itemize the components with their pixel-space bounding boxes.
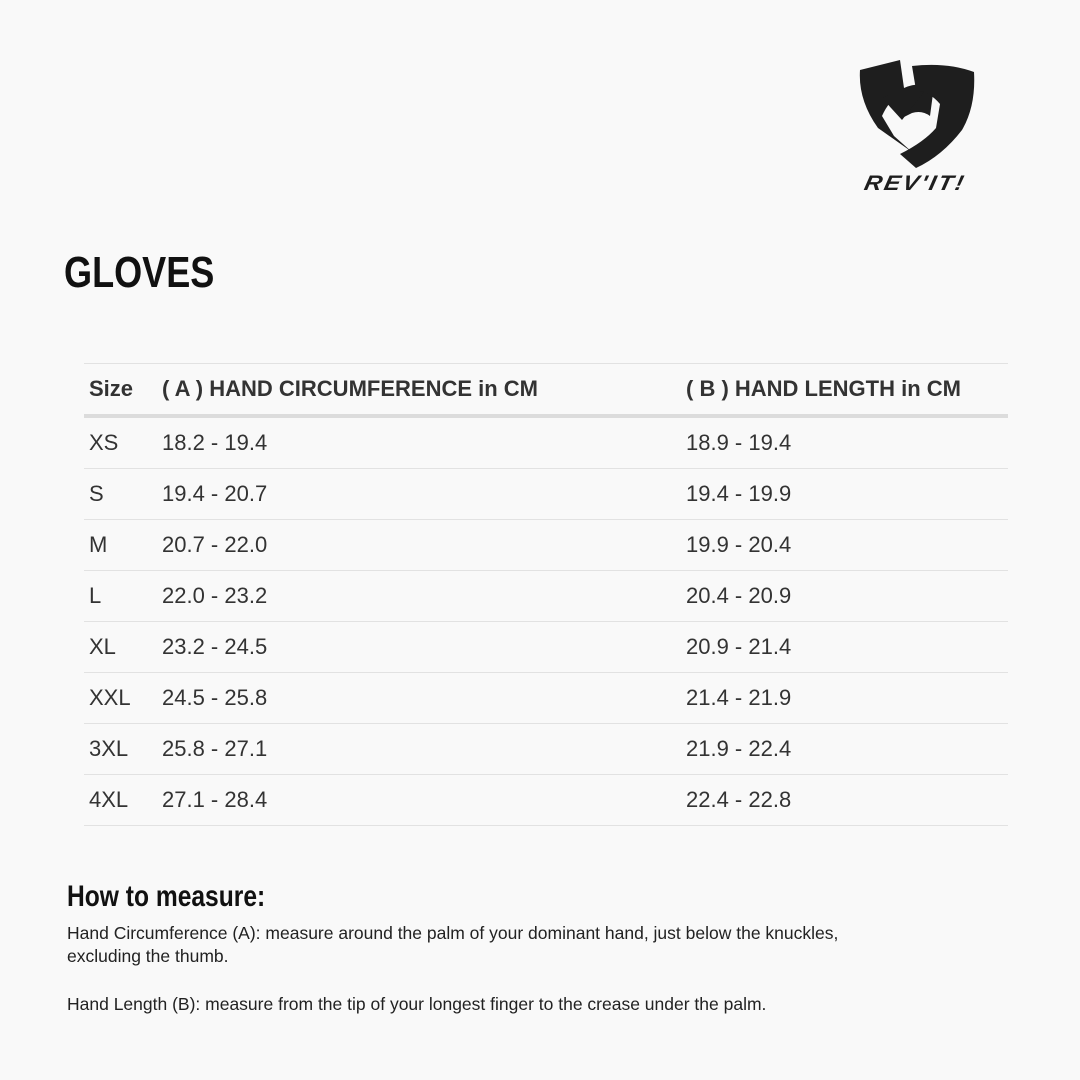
cell-circumference: 24.5 - 25.8 <box>157 672 681 724</box>
cell-length: 22.4 - 22.8 <box>681 774 1008 826</box>
cell-size: S <box>84 468 157 520</box>
cell-circumference: 20.7 - 22.0 <box>157 519 681 571</box>
cell-size: L <box>84 570 157 622</box>
cell-length: 19.9 - 20.4 <box>681 519 1008 571</box>
cell-size: XL <box>84 621 157 673</box>
page-title: GLOVES <box>64 248 215 297</box>
circumference-instructions: Hand Circumference (A): measure around t… <box>67 923 839 966</box>
cell-length: 20.9 - 21.4 <box>681 621 1008 673</box>
cell-size: M <box>84 519 157 571</box>
table-row: XXL 24.5 - 25.8 21.4 - 21.9 <box>84 672 1008 724</box>
cell-circumference: 18.2 - 19.4 <box>157 416 681 469</box>
cell-circumference: 19.4 - 20.7 <box>157 468 681 520</box>
table-row: 4XL 27.1 - 28.4 22.4 - 22.8 <box>84 774 1008 826</box>
table-row: L 22.0 - 23.2 20.4 - 20.9 <box>84 570 1008 622</box>
header-size: Size <box>84 363 157 418</box>
cell-length: 21.4 - 21.9 <box>681 672 1008 724</box>
cell-length: 19.4 - 19.9 <box>681 468 1008 520</box>
table-row: XS 18.2 - 19.4 18.9 - 19.4 <box>84 416 1008 469</box>
table-row: 3XL 25.8 - 27.1 21.9 - 22.4 <box>84 723 1008 775</box>
header-length: ( B ) HAND LENGTH in CM <box>681 363 1008 418</box>
cell-circumference: 23.2 - 24.5 <box>157 621 681 673</box>
table-row: S 19.4 - 20.7 19.4 - 19.9 <box>84 468 1008 520</box>
table-row: XL 23.2 - 24.5 20.9 - 21.4 <box>84 621 1008 673</box>
cell-circumference: 27.1 - 28.4 <box>157 774 681 826</box>
brand-wordmark: REV'IT! <box>862 172 969 195</box>
cell-size: XS <box>84 416 157 469</box>
header-circumference: ( A ) HAND CIRCUMFERENCE in CM <box>157 363 681 418</box>
cell-size: 3XL <box>84 723 157 775</box>
size-chart-table: Size ( A ) HAND CIRCUMFERENCE in CM ( B … <box>84 363 1008 826</box>
how-to-measure-heading: How to measure: <box>67 880 266 913</box>
cell-size: XXL <box>84 672 157 724</box>
cell-length: 21.9 - 22.4 <box>681 723 1008 775</box>
revit-shield-logo <box>842 58 992 198</box>
cell-size: 4XL <box>84 774 157 826</box>
cell-circumference: 22.0 - 23.2 <box>157 570 681 622</box>
table-row: M 20.7 - 22.0 19.9 - 20.4 <box>84 519 1008 571</box>
cell-length: 20.4 - 20.9 <box>681 570 1008 622</box>
cell-length: 18.9 - 19.4 <box>681 416 1008 469</box>
cell-circumference: 25.8 - 27.1 <box>157 723 681 775</box>
table-header-row: Size ( A ) HAND CIRCUMFERENCE in CM ( B … <box>84 363 1008 418</box>
length-instructions: Hand Length (B): measure from the tip of… <box>67 994 767 1014</box>
